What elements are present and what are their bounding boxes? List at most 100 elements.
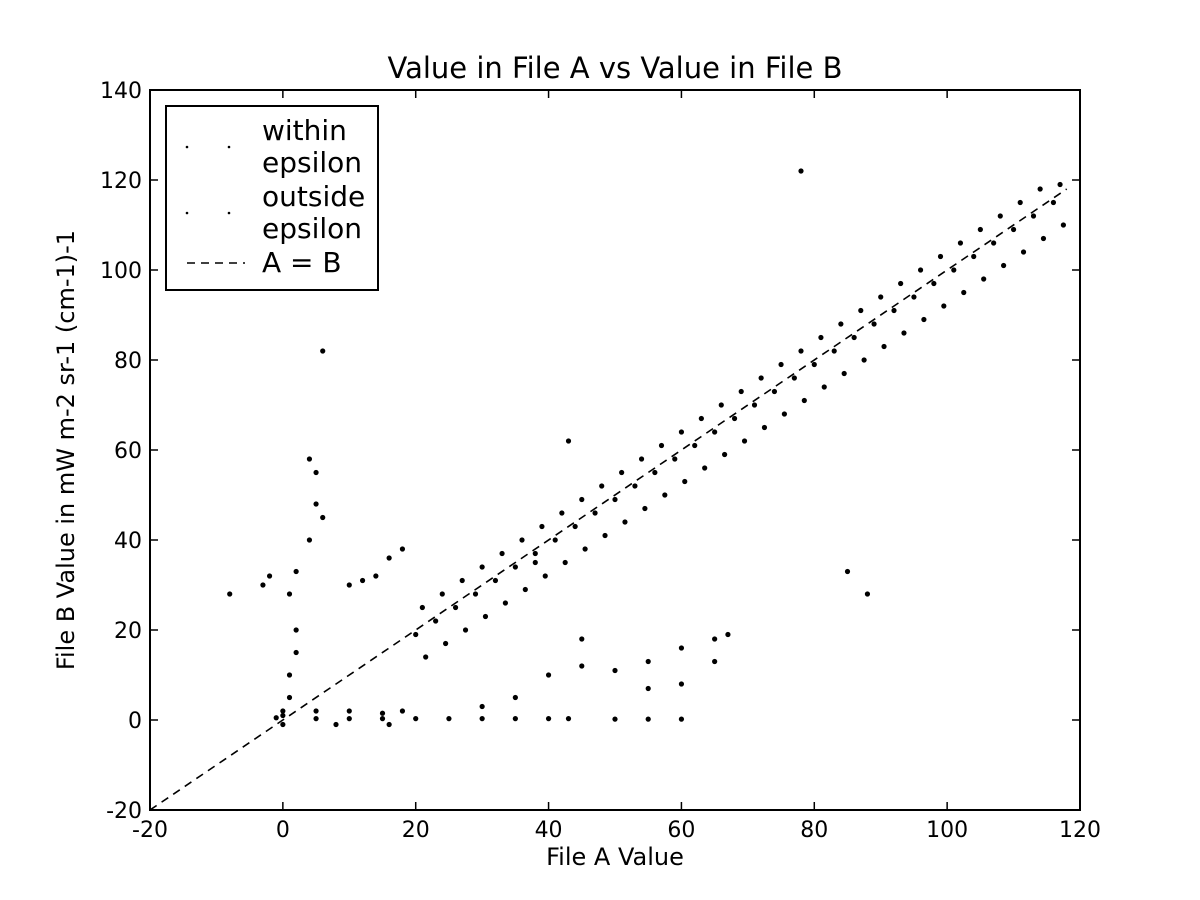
point	[482, 613, 489, 620]
point	[951, 267, 957, 273]
y-tick-label: 0	[128, 709, 142, 734]
point	[937, 253, 944, 260]
point	[579, 663, 585, 669]
point	[462, 627, 469, 633]
point	[844, 568, 851, 575]
point	[313, 708, 319, 714]
x-tick-label: 60	[667, 818, 695, 843]
point	[559, 510, 565, 516]
point	[313, 501, 319, 507]
point	[459, 577, 465, 584]
point	[891, 307, 897, 314]
point	[678, 429, 685, 435]
point	[1037, 186, 1043, 192]
point	[725, 631, 731, 638]
point	[961, 289, 967, 296]
point	[871, 321, 877, 327]
point	[472, 591, 479, 597]
x-tick-label: 80	[800, 818, 828, 843]
point	[658, 442, 665, 449]
legend-entry: A = B	[167, 247, 377, 279]
point	[612, 716, 618, 722]
point	[798, 348, 804, 354]
legend-entry: outside epsilon	[167, 181, 377, 245]
point	[532, 550, 538, 557]
x-tick-label: -20	[132, 818, 168, 843]
point	[801, 397, 807, 404]
x-tick-label: 40	[535, 818, 563, 843]
point	[758, 375, 764, 381]
point	[682, 478, 688, 485]
point	[838, 321, 844, 327]
point	[997, 213, 1003, 219]
point	[386, 555, 392, 561]
point	[439, 591, 445, 597]
point	[619, 469, 625, 476]
point	[512, 564, 518, 570]
point	[492, 577, 499, 584]
point	[293, 649, 299, 656]
legend-swatch	[187, 262, 245, 264]
point	[1050, 199, 1057, 206]
point	[901, 330, 907, 336]
x-tick-label: 100	[926, 818, 968, 843]
line	[150, 188, 1068, 810]
point	[545, 716, 552, 722]
point	[898, 280, 904, 287]
point	[632, 483, 638, 489]
point	[622, 519, 628, 525]
legend: within epsilon outside epsilon A = B	[165, 105, 379, 291]
point	[878, 294, 884, 300]
point	[645, 716, 651, 722]
point	[841, 370, 847, 377]
point	[286, 591, 293, 597]
point	[811, 361, 817, 368]
point	[941, 303, 947, 309]
point	[761, 424, 768, 431]
y-axis-label: File B Value in mW m-2 sr-1 (cm-1)-1	[52, 230, 80, 670]
point	[957, 240, 964, 246]
point	[931, 280, 937, 287]
y-tick-label: 140	[100, 79, 142, 104]
y-tick-label: 20	[114, 619, 142, 644]
point	[1020, 249, 1027, 255]
point	[522, 586, 528, 593]
point	[921, 316, 927, 323]
point	[379, 716, 386, 722]
point	[771, 388, 778, 395]
point	[579, 636, 585, 642]
point	[519, 537, 525, 543]
point	[579, 496, 585, 503]
point	[592, 510, 598, 516]
point	[1057, 181, 1063, 188]
point	[346, 716, 352, 722]
legend-entry: within epsilon	[167, 115, 377, 179]
point	[851, 334, 857, 341]
point	[280, 721, 286, 728]
point	[273, 715, 279, 721]
point	[306, 456, 313, 462]
point	[751, 402, 758, 408]
point	[981, 276, 987, 282]
point	[539, 523, 545, 530]
y-tick-label: 60	[114, 439, 142, 464]
legend-label: within epsilon	[262, 114, 363, 179]
point	[638, 456, 645, 462]
point	[443, 640, 449, 647]
point	[562, 559, 568, 566]
point	[778, 361, 784, 368]
point	[692, 442, 698, 449]
point	[642, 505, 648, 512]
point	[346, 582, 352, 588]
point	[718, 402, 724, 408]
point	[379, 710, 386, 716]
legend-swatch	[185, 211, 231, 215]
y-tick-label: -20	[106, 799, 142, 824]
point	[359, 577, 366, 584]
y-tick-label: 80	[114, 349, 142, 374]
point	[280, 708, 286, 714]
point	[672, 456, 678, 462]
point	[542, 573, 548, 579]
